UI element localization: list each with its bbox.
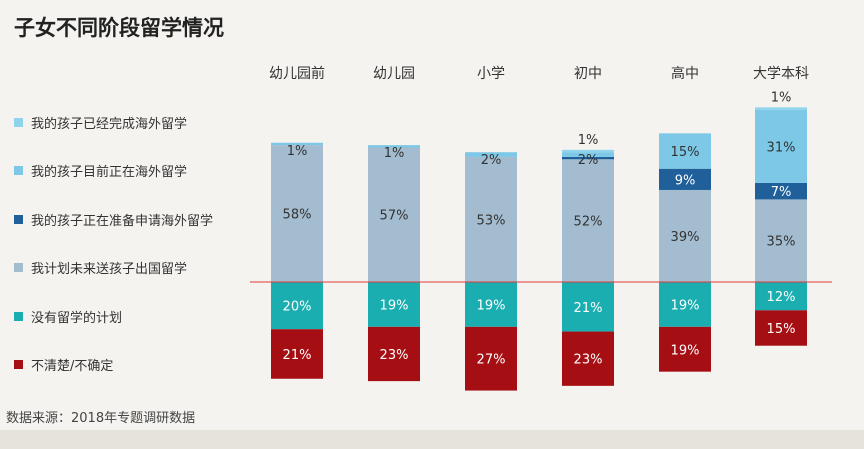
data-label: 19% <box>671 343 700 358</box>
bar-segment <box>659 168 711 190</box>
bar-segment <box>659 326 711 372</box>
data-label: 2% <box>578 153 599 168</box>
data-label: 9% <box>675 173 696 188</box>
legend-swatch <box>14 360 23 369</box>
bar-segment <box>465 282 517 327</box>
data-label: 58% <box>283 208 312 223</box>
legend-item: 没有留学的计划 <box>14 306 254 326</box>
bar-segment <box>271 142 323 146</box>
data-label: 20% <box>283 300 312 315</box>
legend-label: 我的孩子正在准备申请海外留学 <box>31 213 214 229</box>
bar-segment <box>465 156 517 282</box>
bar-segment <box>562 149 614 153</box>
legend-label: 我计划未来送孩子出国留学 <box>31 262 188 277</box>
data-label: 19% <box>477 298 506 313</box>
legend-item: 不清楚/不确定 <box>14 355 254 375</box>
bar-segment <box>271 282 323 330</box>
data-label: 27% <box>477 353 506 368</box>
bar-segment <box>755 109 807 183</box>
data-label: 21% <box>283 348 312 363</box>
data-label: 1% <box>384 146 405 161</box>
data-label: 39% <box>671 230 700 245</box>
legend-item: 我的孩子目前正在海外留学 <box>14 161 254 181</box>
legend-item: 我的孩子正在准备申请海外留学 <box>14 209 254 229</box>
bar-segment <box>659 282 711 327</box>
bar-segment <box>465 326 517 391</box>
data-label: 12% <box>767 290 796 305</box>
source-note: 数据来源：2018年专题调研数据 <box>6 411 196 426</box>
bar-segment <box>368 282 420 327</box>
data-label: 21% <box>574 301 603 316</box>
bar-segment <box>368 326 420 382</box>
category-label: 小学 <box>477 66 505 82</box>
bar-segment <box>755 182 807 200</box>
bar-segment <box>562 159 614 282</box>
bar-segment <box>368 147 420 282</box>
legend-item: 我的孩子已经完成海外留学 <box>14 112 254 132</box>
data-label: 15% <box>767 322 796 337</box>
bar-segment <box>659 189 711 282</box>
data-label: 19% <box>671 298 700 313</box>
category-label: 初中 <box>574 65 602 82</box>
legend-item: 我计划未来送孩子出国留学 <box>14 258 254 278</box>
data-label: 1% <box>287 144 308 159</box>
bar-segment <box>755 310 807 346</box>
bar-segment <box>659 133 711 169</box>
bar-segment <box>271 145 323 282</box>
bar-segment <box>465 152 517 157</box>
category-label: 高中 <box>671 65 699 82</box>
legend-label: 我的孩子已经完成海外留学 <box>31 116 188 132</box>
legend-label: 没有留学的计划 <box>31 310 123 326</box>
chart-title: 子女不同阶段留学情况 <box>14 16 224 40</box>
data-label: 23% <box>574 353 603 368</box>
legend-label: 不清楚/不确定 <box>31 359 114 374</box>
data-label: 15% <box>671 145 700 160</box>
data-label: 35% <box>767 235 796 250</box>
bar-segment <box>755 282 807 311</box>
bar-segment <box>562 331 614 386</box>
legend-swatch <box>14 311 23 321</box>
data-label: 1% <box>771 90 792 105</box>
legend-swatch <box>14 166 23 175</box>
bar-segment <box>562 156 614 160</box>
data-label: 1% <box>578 133 599 148</box>
data-label: 31% <box>767 140 796 155</box>
bar-segment <box>562 282 614 332</box>
legend-swatch <box>14 263 23 272</box>
bar-segment <box>271 329 323 379</box>
category-label: 幼儿园 <box>373 66 415 82</box>
data-label: 23% <box>380 348 409 363</box>
data-label: 2% <box>481 153 502 168</box>
legend-label: 我的孩子目前正在海外留学 <box>31 165 188 180</box>
bar-segment <box>755 107 807 110</box>
data-label: 7% <box>771 185 792 200</box>
legend-swatch <box>14 117 23 127</box>
data-label: 53% <box>477 213 506 228</box>
data-label: 57% <box>380 209 409 224</box>
legend-swatch <box>14 214 23 224</box>
bar-segment <box>755 199 807 282</box>
data-label: 52% <box>574 215 603 230</box>
category-label: 幼儿园前 <box>269 65 325 82</box>
category-label: 大学本科 <box>753 66 809 82</box>
bar-segment <box>368 145 420 148</box>
bar-segment <box>562 152 614 157</box>
footer-bar <box>0 430 864 449</box>
data-label: 19% <box>380 298 409 313</box>
